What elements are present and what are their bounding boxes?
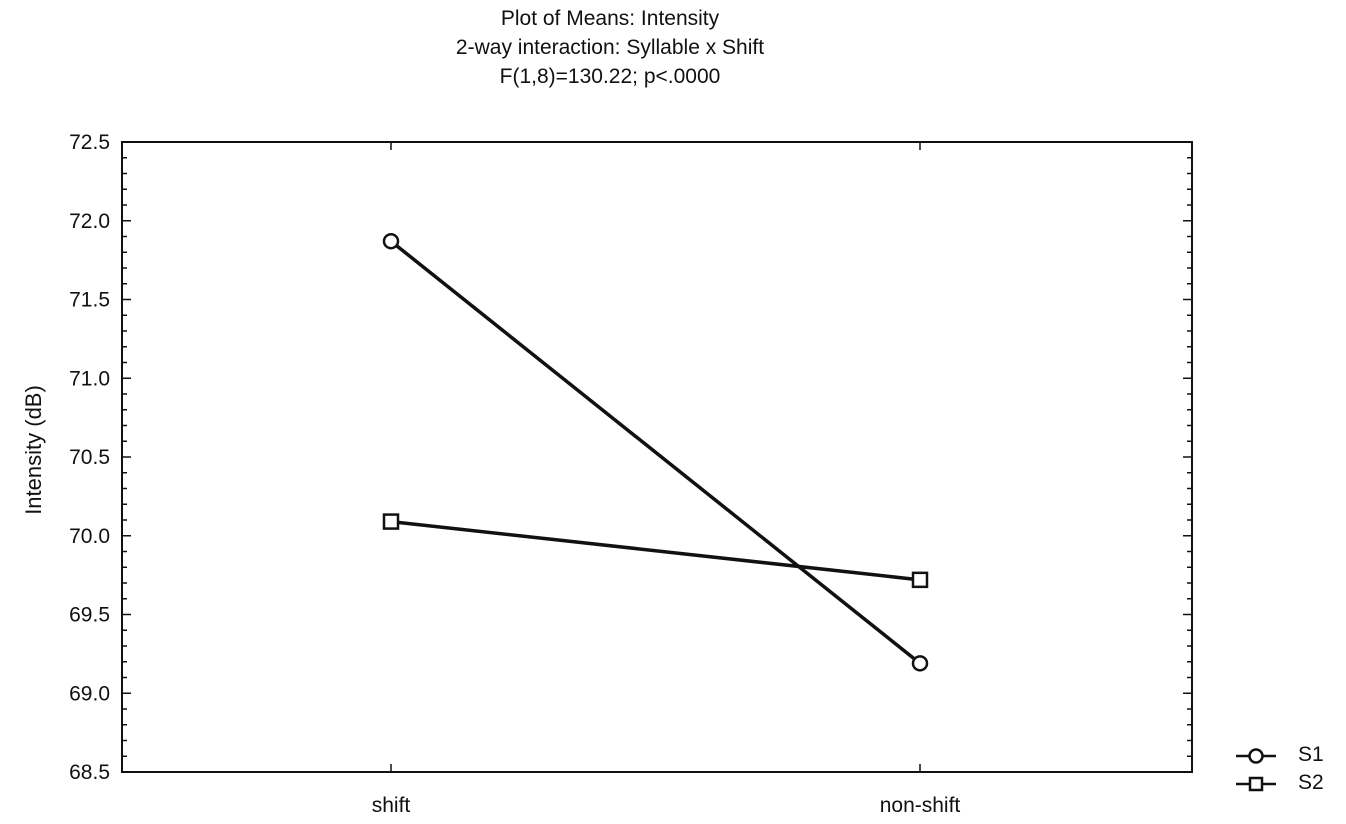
y-tick-label: 70.0: [69, 525, 110, 548]
legend: S1 S2: [1234, 742, 1344, 798]
x-tick-label: shift: [372, 794, 411, 817]
data-point-s1: [382, 232, 400, 250]
chart-title-block: Plot of Means: Intensity 2-way interacti…: [330, 4, 890, 91]
data-point-s2: [911, 571, 929, 589]
y-axis-label: Intensity (dB): [21, 385, 46, 515]
chart-annotation: F(1,8)=130.22; p<.0000: [499, 65, 721, 88]
circle-marker-icon: [1236, 748, 1276, 764]
legend-item-s1: S1: [1234, 742, 1344, 770]
plot-area-frame: [121, 141, 1193, 773]
x-tick-label: non-shift: [880, 794, 961, 817]
square-marker-icon: [1236, 776, 1276, 792]
chart-subtitle: 2-way interaction: Syllable x Shift: [455, 36, 765, 59]
y-tick-label: 72.0: [69, 210, 110, 233]
legend-label-s2: S2: [1298, 771, 1324, 794]
legend-label-s1: S1: [1298, 743, 1324, 766]
legend-item-s2: S2: [1234, 770, 1344, 798]
y-tick-label: 68.5: [69, 761, 110, 784]
y-tick-label: 69.0: [69, 682, 110, 705]
chart-title: Plot of Means: Intensity: [500, 7, 720, 30]
y-tick-label: 72.5: [69, 131, 110, 154]
data-point-s1: [911, 655, 929, 672]
series-line-s2: [390, 519, 921, 582]
y-tick-label: 69.5: [69, 604, 110, 627]
y-tick-label: 70.5: [69, 446, 110, 469]
y-tick-label: 71.0: [69, 367, 110, 390]
series-line-s1: [389, 239, 922, 665]
y-tick-label: 71.5: [69, 289, 110, 312]
data-point-s2: [382, 513, 400, 530]
